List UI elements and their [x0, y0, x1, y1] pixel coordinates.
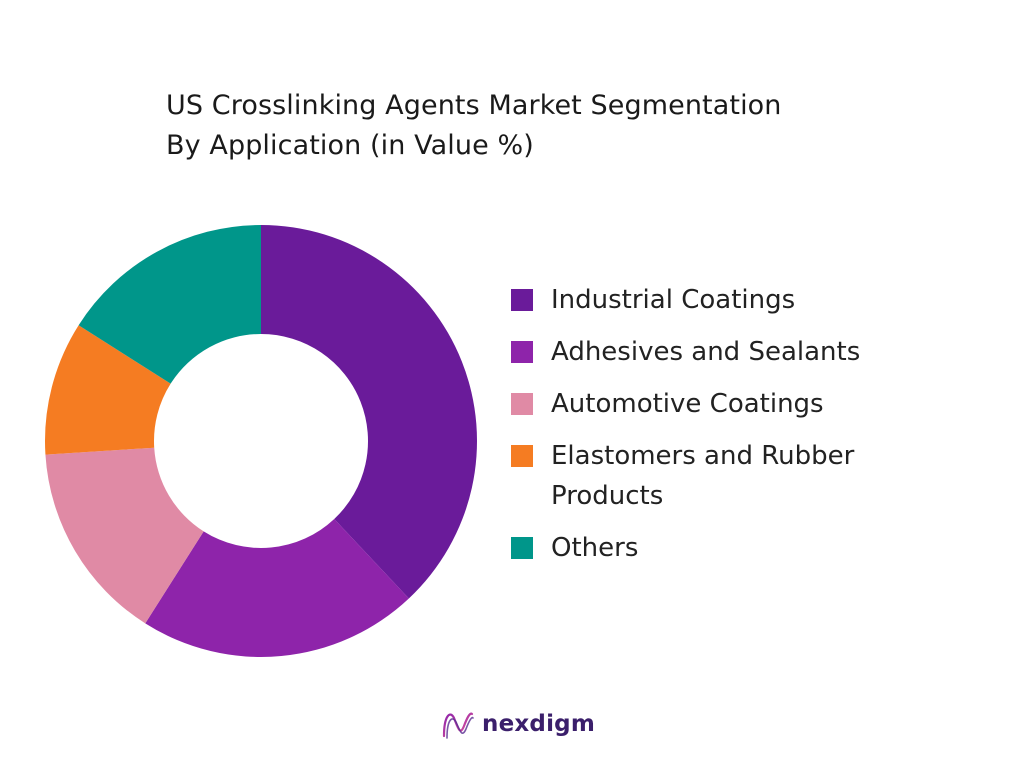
chart-title-line-2: By Application (in Value %) — [166, 130, 534, 161]
legend-label: Industrial Coatings — [551, 285, 796, 315]
nexdigm-wave-icon — [440, 706, 476, 742]
legend-item-adhesives-and-sealants: Adhesives and Sealants — [511, 332, 951, 372]
legend-swatch — [511, 393, 533, 415]
donut-slice-automotive-coatings — [45, 447, 204, 624]
chart-legend: Industrial Coatings Adhesives and Sealan… — [511, 280, 951, 580]
donut-slice-industrial-coatings — [261, 225, 478, 599]
legend-swatch — [511, 289, 533, 311]
legend-label: Others — [551, 533, 639, 563]
nexdigm-logo: nexdigm — [440, 704, 595, 744]
legend-item-industrial-coatings: Industrial Coatings — [511, 280, 951, 320]
legend-item-automotive-coatings: Automotive Coatings — [511, 384, 951, 424]
legend-swatch — [511, 537, 533, 559]
donut-slice-elastomers-and-rubber-products — [45, 325, 171, 455]
nexdigm-logo-text: nexdigm — [482, 711, 595, 737]
legend-swatch — [511, 445, 533, 467]
legend-swatch — [511, 341, 533, 363]
donut-slice-adhesives-and-sealants — [145, 518, 409, 657]
donut-slice-others — [78, 225, 261, 384]
chart-title-line-1: US Crosslinking Agents Market Segmentati… — [166, 90, 782, 121]
legend-label: Adhesives and Sealants — [551, 337, 861, 367]
legend-item-elastomers-and-rubber-products: Elastomers and Rubber Products — [511, 436, 951, 516]
legend-label: Automotive Coatings — [551, 389, 824, 419]
legend-item-others: Others — [511, 528, 951, 568]
legend-label: Elastomers and Rubber Products — [551, 441, 855, 511]
chart-title: US Crosslinking Agents Market Segmentati… — [166, 86, 886, 166]
